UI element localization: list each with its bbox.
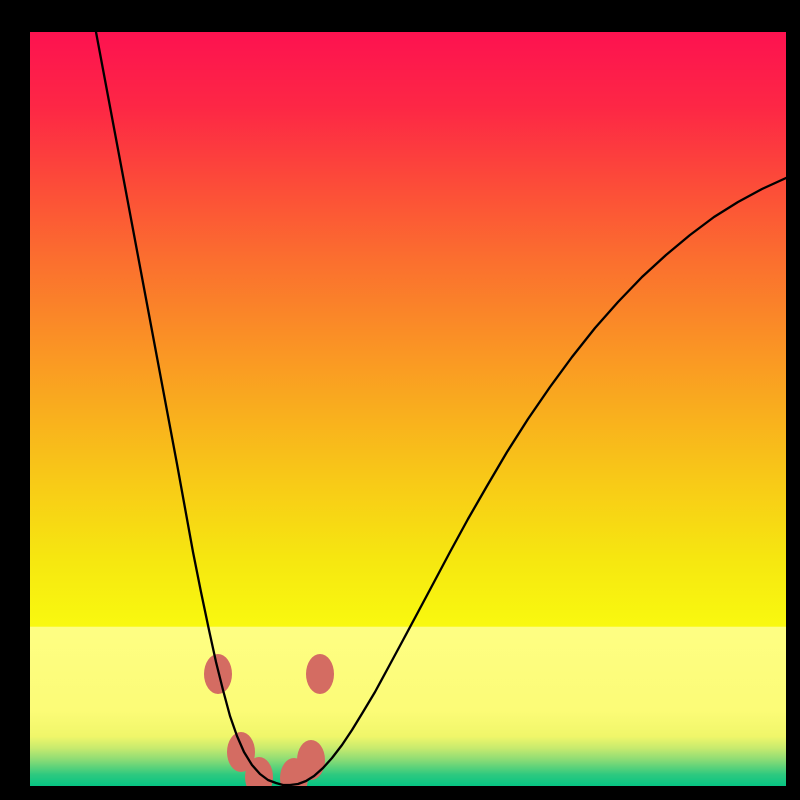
frame-right [786, 0, 800, 800]
bottleneck-chart [30, 32, 786, 786]
curve-bead [297, 740, 325, 780]
frame-top [0, 0, 800, 32]
frame-left [0, 0, 30, 800]
chart-background [30, 32, 786, 786]
frame-bottom [0, 786, 800, 800]
curve-bead [306, 654, 334, 694]
